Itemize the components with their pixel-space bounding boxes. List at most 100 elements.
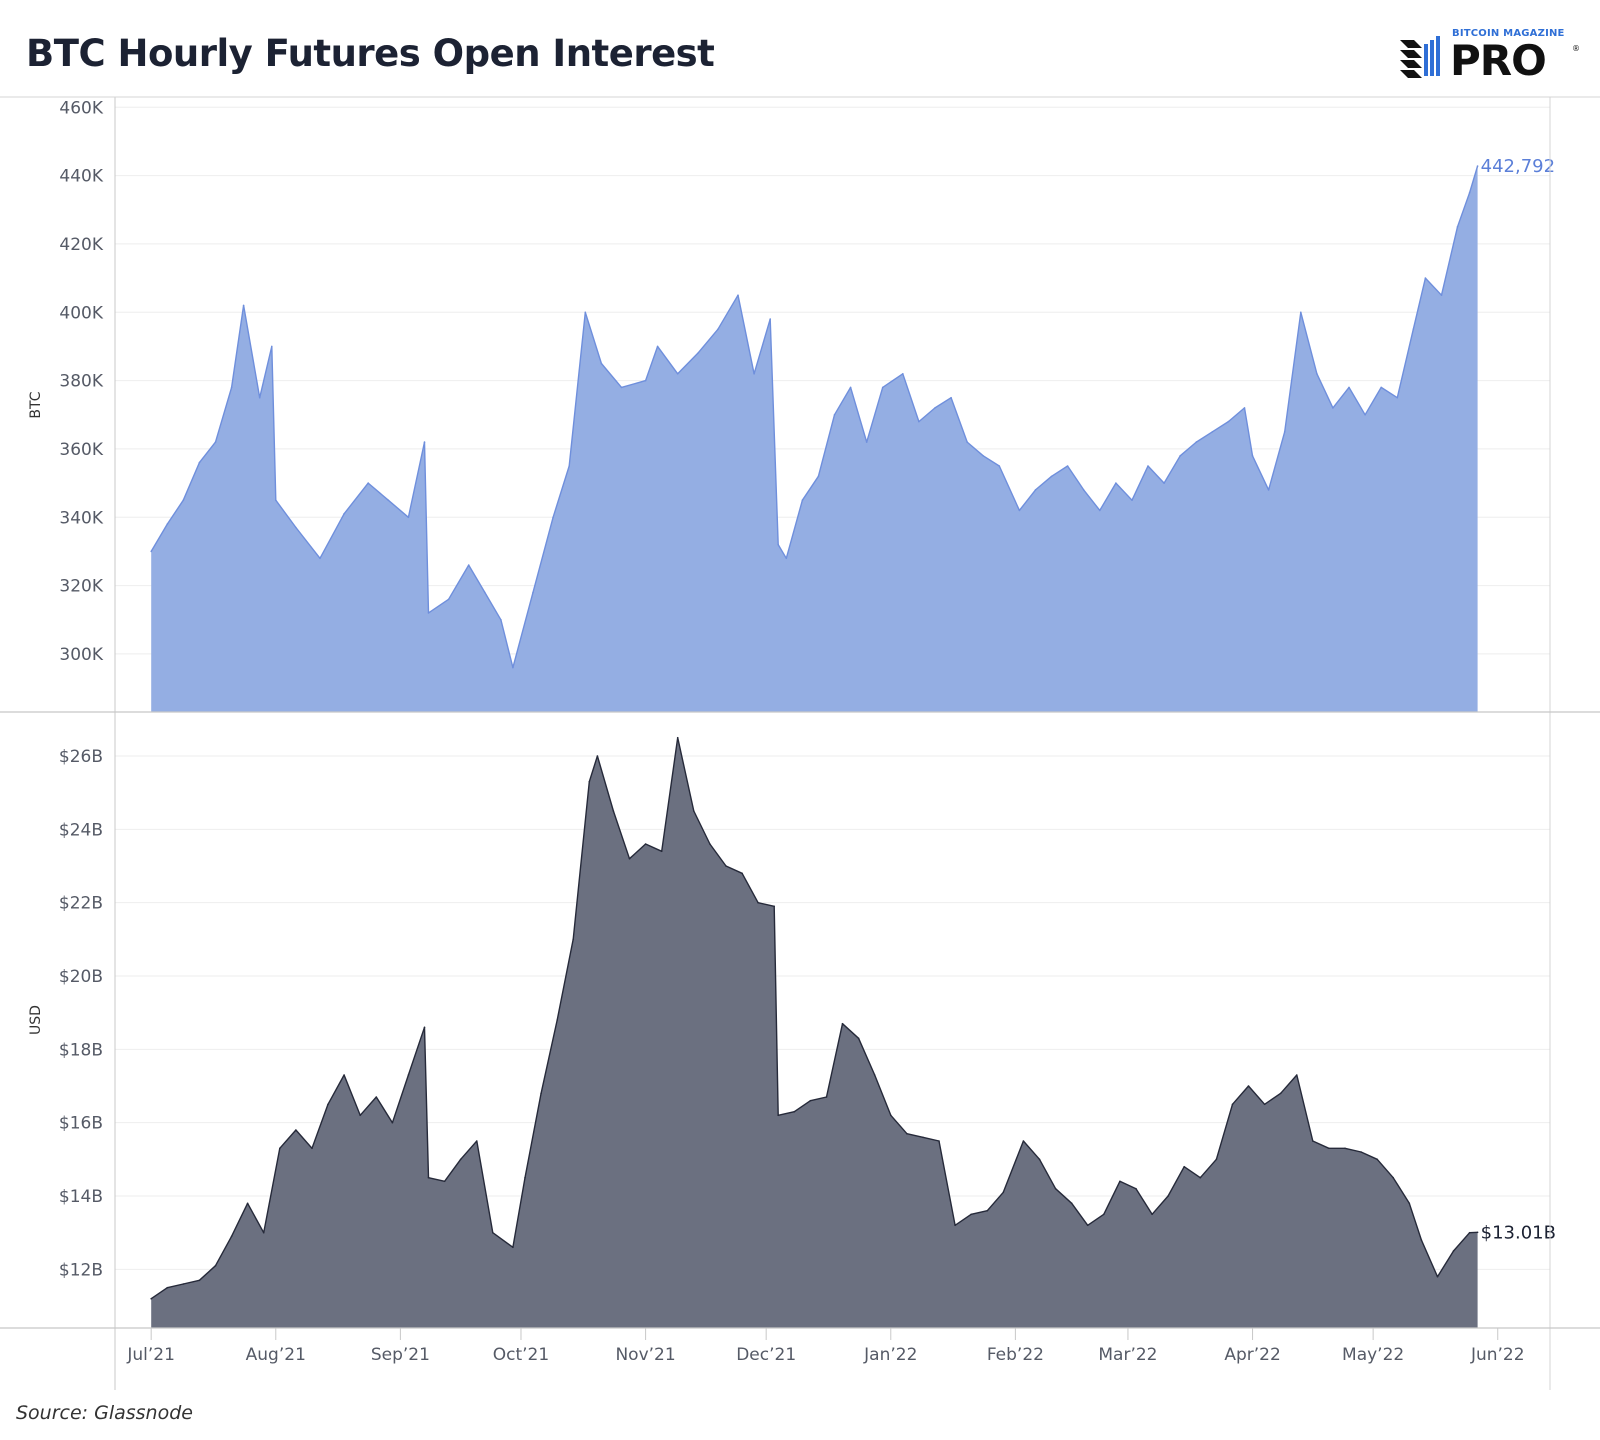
btc-data-point [1227, 420, 1230, 423]
btc-data-point [275, 499, 277, 502]
usd-data-point [841, 1022, 844, 1025]
usd-panel: $12B $14B $16B $18B $20B $22B $24B $26B USD $13.0… [28, 736, 1556, 1328]
btc-data-point [1468, 191, 1471, 194]
btc-data-point [552, 516, 554, 519]
usd-data-point [773, 905, 775, 908]
btc-data-point [656, 345, 659, 348]
usd-area [151, 737, 1478, 1328]
btc-data-point [230, 386, 233, 389]
btc-data-point [865, 441, 868, 443]
usd-data-point [1167, 1195, 1169, 1197]
logo-stripes-icon [1400, 36, 1440, 78]
usd-data-point [1312, 1140, 1314, 1142]
btc-data-point [966, 441, 968, 443]
btc-data-point [737, 294, 739, 297]
btc-data-point [717, 328, 719, 331]
usd-data-point [612, 810, 615, 812]
usd-data-point [311, 1147, 313, 1150]
usd-data-point [857, 1037, 860, 1040]
usd-data-point [1408, 1202, 1411, 1205]
usd-data-point [391, 1121, 394, 1124]
usd-data-point [741, 872, 743, 875]
usd-data-point [443, 1180, 446, 1183]
usd-data-point [1468, 1231, 1471, 1234]
chart-canvas: 300K 320K 340K 360K 380K 400K 420K 440K 460K BTC 4… [0, 96, 1600, 1390]
usd-data-point [1279, 1092, 1282, 1095]
usd-data-point [423, 1026, 426, 1029]
usd-data-point [1247, 1085, 1250, 1087]
usd-data-point [644, 843, 647, 845]
btc-data-point [343, 513, 345, 515]
btc-data-point [1396, 396, 1399, 399]
btc-data-point [833, 414, 836, 416]
btc-data-point [214, 441, 217, 443]
usd-data-point [375, 1096, 378, 1098]
btc-ytick-label: 440K [59, 167, 103, 187]
btc-data-point [753, 373, 755, 375]
x-tick-label: Mar’22 [1098, 1345, 1157, 1365]
usd-data-point [359, 1114, 362, 1117]
btc-data-point [1099, 509, 1101, 512]
btc-data-point [902, 373, 904, 375]
usd-data-point [556, 1019, 558, 1021]
usd-ytick-label: $20B [59, 967, 103, 987]
usd-data-point [1022, 1140, 1025, 1142]
btc-data-point [198, 461, 201, 464]
usd-data-point [1119, 1180, 1121, 1183]
usd-data-point [427, 1176, 430, 1179]
btc-data-point [1050, 475, 1053, 478]
usd-ytick-label: $14B [59, 1187, 103, 1207]
x-tick-label: Aug’21 [246, 1345, 306, 1365]
usd-data-point [246, 1202, 249, 1205]
x-tick-label: Apr’22 [1224, 1345, 1280, 1365]
btc-data-point [1179, 455, 1181, 457]
btc-data-point [697, 352, 699, 355]
usd-data-point [793, 1110, 796, 1113]
usd-data-point [938, 1140, 940, 1142]
btc-data-point [532, 591, 534, 594]
usd-data-point [327, 1103, 329, 1106]
btc-data-point [500, 619, 502, 621]
page-title: BTC Hourly Futures Open Interest [26, 32, 715, 75]
btc-data-point [950, 396, 952, 399]
usd-data-point [150, 1297, 152, 1300]
x-tick-label: Jul’21 [126, 1345, 175, 1365]
x-tick-label: Jan’22 [863, 1345, 917, 1365]
usd-data-point [214, 1264, 217, 1267]
usd-data-point [407, 1074, 410, 1076]
usd-data-point [628, 857, 631, 860]
x-tick-label: Oct’21 [493, 1345, 549, 1365]
usd-data-point [906, 1132, 908, 1135]
logo-registered-mark: ® [1572, 44, 1580, 53]
usd-data-point [693, 810, 695, 812]
btc-data-point [447, 598, 450, 601]
btc-data-point [1147, 465, 1149, 467]
usd-data-point [1420, 1239, 1423, 1241]
usd-data-point [588, 780, 591, 783]
btc-data-point [568, 465, 570, 467]
usd-data-point [512, 1246, 514, 1249]
usd-data-point [890, 1114, 892, 1117]
usd-ytick-label: $24B [59, 820, 103, 840]
usd-data-point [1344, 1147, 1346, 1150]
usd-data-point [230, 1235, 233, 1238]
btc-data-point [242, 304, 245, 307]
btc-data-point [467, 564, 470, 566]
logo-top-text: BITCOIN MAGAZINE [1452, 28, 1565, 39]
btc-data-point [881, 386, 884, 389]
btc-data-point [1316, 373, 1318, 375]
btc-data-point [166, 523, 169, 525]
btc-data-point [512, 666, 514, 669]
usd-data-point [1215, 1158, 1218, 1161]
usd-data-point [279, 1147, 281, 1150]
btc-data-point [1131, 499, 1133, 502]
btc-data-point [1364, 414, 1366, 416]
usd-data-point [1103, 1213, 1105, 1216]
usd-data-point [1086, 1224, 1089, 1227]
btc-data-point [620, 386, 623, 389]
btc-data-point [918, 420, 920, 423]
usd-data-point [1436, 1275, 1439, 1278]
btc-data-point [319, 557, 321, 560]
btc-data-point [1456, 226, 1459, 228]
usd-data-point [596, 755, 599, 757]
